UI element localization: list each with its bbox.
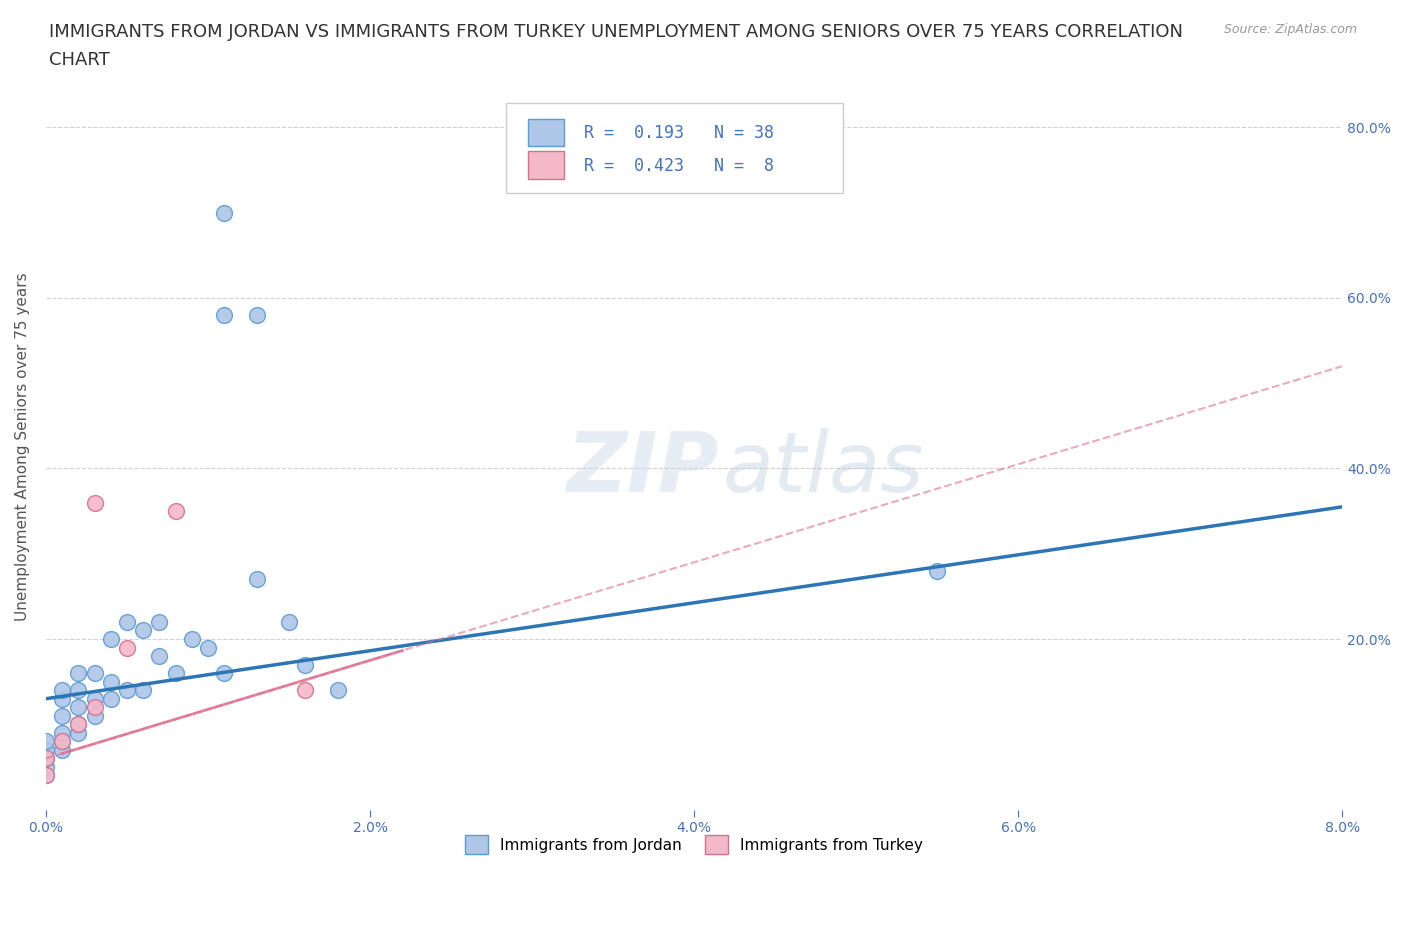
Point: [927, 564, 949, 578]
Point: [67, 717, 90, 732]
Point: [83, 699, 105, 714]
Point: [132, 623, 155, 638]
Point: [51, 709, 73, 724]
Text: Source: ZipAtlas.com: Source: ZipAtlas.com: [1223, 23, 1357, 36]
Point: [165, 504, 187, 519]
Text: R =  0.423   N =  8: R = 0.423 N = 8: [583, 157, 773, 175]
Point: [148, 648, 170, 663]
Point: [212, 308, 235, 323]
Point: [67, 699, 90, 714]
Point: [148, 615, 170, 630]
Point: [83, 666, 105, 681]
Point: [35, 751, 58, 765]
Point: [35, 768, 58, 783]
Text: atlas: atlas: [723, 429, 925, 510]
Point: [51, 734, 73, 749]
Point: [212, 206, 235, 220]
Point: [115, 615, 138, 630]
FancyBboxPatch shape: [506, 103, 844, 193]
Point: [115, 640, 138, 655]
Point: [67, 666, 90, 681]
Text: ZIP: ZIP: [567, 429, 718, 510]
Point: [100, 674, 122, 689]
Point: [132, 683, 155, 698]
Point: [51, 742, 73, 757]
FancyBboxPatch shape: [529, 152, 564, 179]
Point: [51, 734, 73, 749]
Point: [246, 572, 269, 587]
Point: [165, 666, 187, 681]
Point: [83, 495, 105, 510]
Text: IMMIGRANTS FROM JORDAN VS IMMIGRANTS FROM TURKEY UNEMPLOYMENT AMONG SENIORS OVER: IMMIGRANTS FROM JORDAN VS IMMIGRANTS FRO…: [49, 23, 1184, 41]
Point: [278, 615, 301, 630]
Point: [67, 725, 90, 740]
Point: [51, 683, 73, 698]
Point: [294, 658, 316, 672]
Point: [51, 725, 73, 740]
Legend: Immigrants from Jordan, Immigrants from Turkey: Immigrants from Jordan, Immigrants from …: [460, 829, 929, 860]
Point: [67, 683, 90, 698]
Point: [67, 717, 90, 732]
Point: [294, 683, 316, 698]
Text: R =  0.193   N = 38: R = 0.193 N = 38: [583, 124, 773, 141]
Point: [35, 742, 58, 757]
Y-axis label: Unemployment Among Seniors over 75 years: Unemployment Among Seniors over 75 years: [15, 272, 30, 621]
Point: [197, 640, 219, 655]
Text: CHART: CHART: [49, 51, 110, 69]
Point: [212, 666, 235, 681]
Point: [35, 751, 58, 765]
Point: [51, 691, 73, 706]
Point: [100, 631, 122, 646]
Point: [35, 768, 58, 783]
Point: [115, 683, 138, 698]
Point: [35, 734, 58, 749]
Point: [83, 691, 105, 706]
Point: [180, 631, 202, 646]
FancyBboxPatch shape: [529, 119, 564, 146]
Point: [35, 760, 58, 775]
Point: [83, 709, 105, 724]
Point: [326, 683, 349, 698]
Point: [246, 308, 269, 323]
Point: [100, 691, 122, 706]
